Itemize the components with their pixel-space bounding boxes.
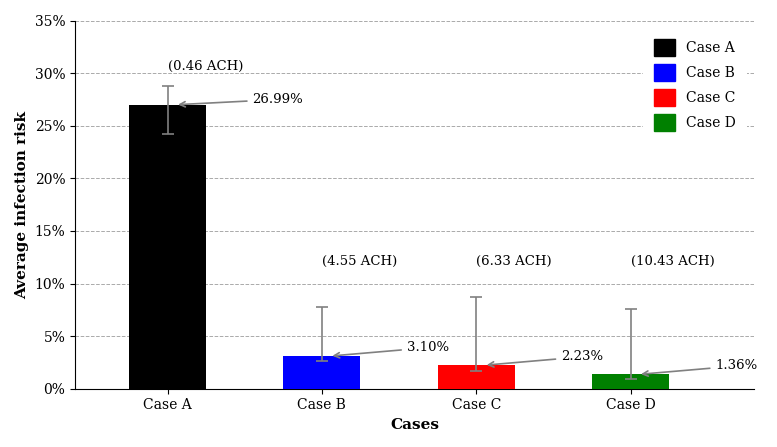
Legend: Case A, Case B, Case C, Case D: Case A, Case B, Case C, Case D (643, 27, 747, 143)
X-axis label: Cases: Cases (390, 418, 439, 432)
Bar (129, 105, 206, 389)
Text: (0.46 ACH): (0.46 ACH) (168, 60, 243, 73)
Text: (6.33 ACH): (6.33 ACH) (476, 255, 552, 268)
Bar (437, 365, 515, 389)
Text: (4.55 ACH): (4.55 ACH) (322, 255, 397, 268)
Text: (10.43 ACH): (10.43 ACH) (630, 255, 714, 268)
Text: 1.36%: 1.36% (643, 359, 758, 376)
Bar (592, 375, 669, 389)
Bar (284, 356, 361, 389)
Y-axis label: Average infection risk: Average infection risk (15, 110, 29, 299)
Text: 2.23%: 2.23% (489, 350, 603, 367)
Text: 26.99%: 26.99% (180, 93, 303, 107)
Text: 3.10%: 3.10% (334, 341, 449, 358)
